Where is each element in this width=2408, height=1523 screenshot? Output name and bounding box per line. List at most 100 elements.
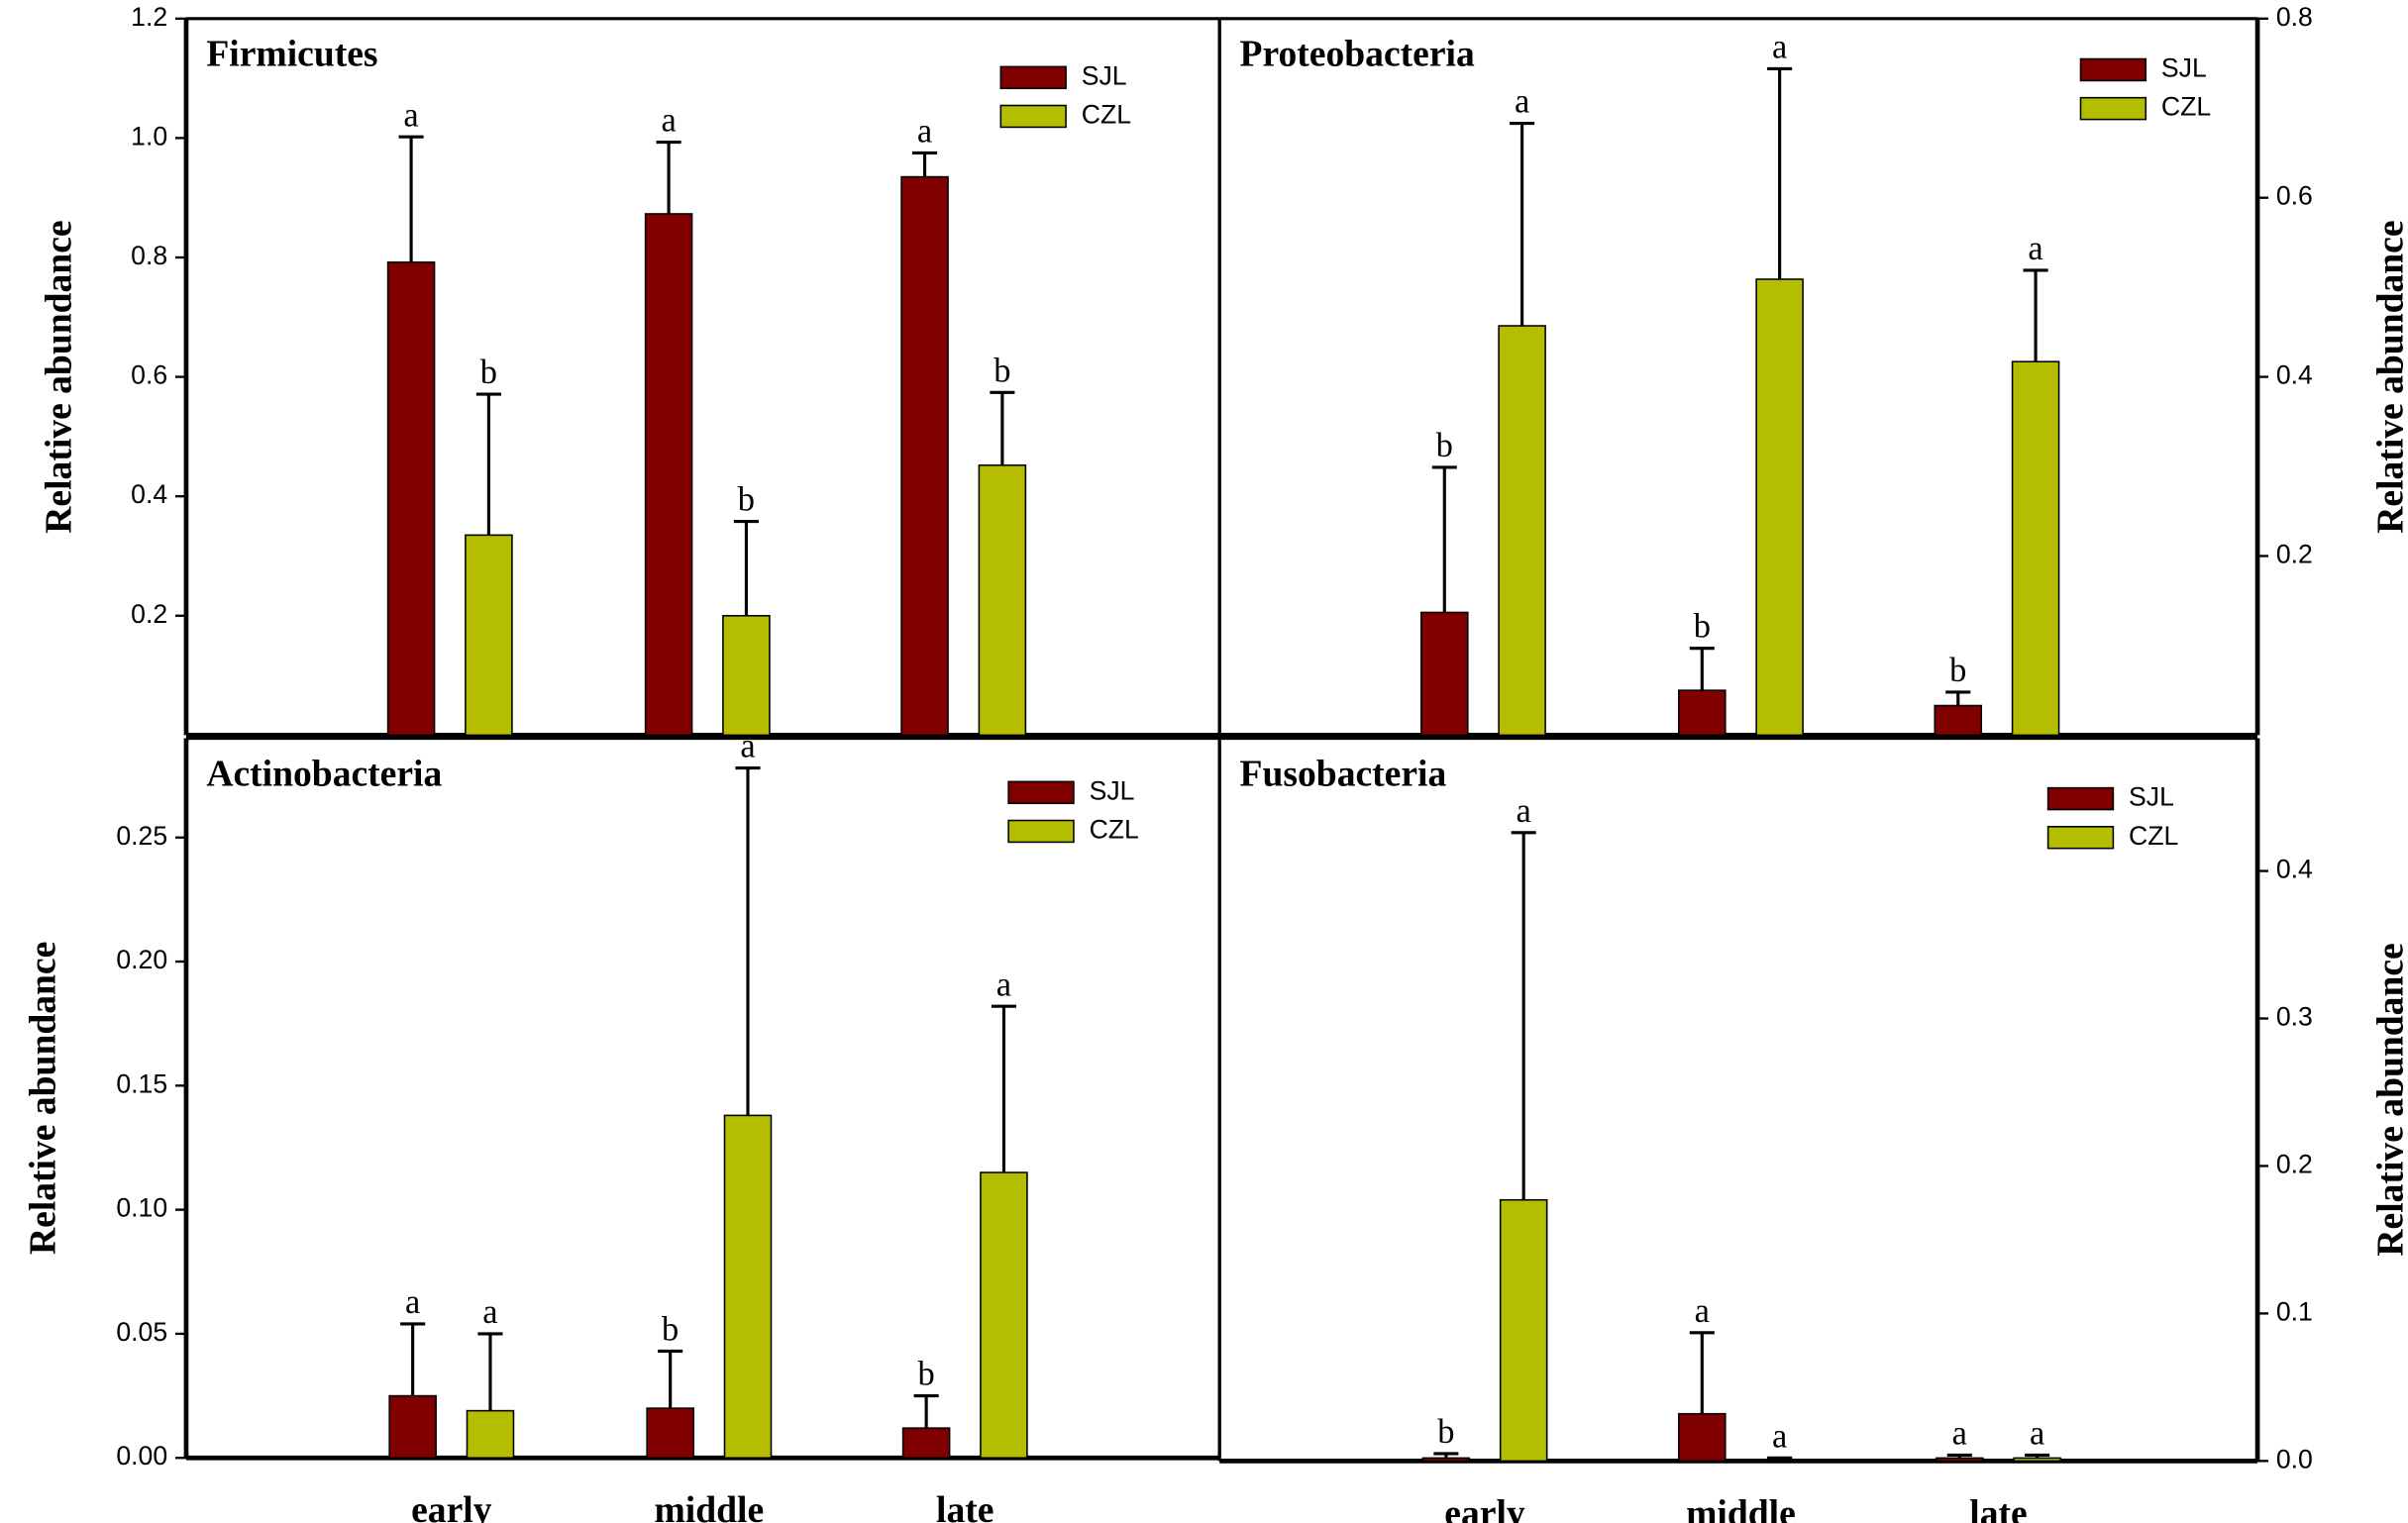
error-bar <box>398 135 424 262</box>
error-bar <box>1689 647 1715 691</box>
y-tick-label: 0.0 <box>2276 1444 2313 1473</box>
significance-label: a <box>1515 83 1529 121</box>
legend-swatch <box>1007 819 1075 844</box>
significance-label: a <box>482 1293 497 1331</box>
bar <box>1755 1459 1804 1463</box>
y-tick-label: 0.4 <box>2276 360 2313 390</box>
significance-label: b <box>994 352 1010 389</box>
bar <box>1420 611 1469 737</box>
error-bar <box>2025 1453 2050 1459</box>
bar <box>723 1114 773 1460</box>
significance-label: b <box>738 481 755 519</box>
significance-label: b <box>1436 427 1453 464</box>
significance-label: b <box>1949 652 1966 689</box>
error-bar <box>1946 1453 1972 1459</box>
y-tick-label: 1.0 <box>131 121 167 151</box>
significance-label: a <box>1772 1417 1787 1455</box>
bar <box>386 261 436 737</box>
significance-label: a <box>2028 230 2042 267</box>
bar <box>388 1394 437 1460</box>
legend-swatch <box>1007 780 1075 805</box>
y-tick-label: 0.4 <box>2276 855 2313 884</box>
bar <box>2013 1457 2061 1463</box>
y-tick-label: 0.8 <box>131 241 167 270</box>
y-tick-label: 0.00 <box>116 1441 167 1471</box>
error-bar <box>1510 122 1535 327</box>
bar <box>644 213 693 737</box>
bar <box>465 534 513 737</box>
error-bar <box>1431 465 1457 613</box>
error-bar <box>1433 1452 1459 1459</box>
y-tick-label: 0.8 <box>2276 2 2313 32</box>
significance-label: a <box>2030 1415 2044 1453</box>
y-tick-label: 0.4 <box>131 479 167 509</box>
error-bar <box>1767 1456 1793 1460</box>
bar <box>1934 704 1983 737</box>
bar <box>722 614 771 737</box>
bar <box>901 1427 951 1460</box>
panel-title: Fusobacteria <box>1240 754 1447 794</box>
significance-label: b <box>1694 608 1711 646</box>
y-tick-label: 0.6 <box>131 360 167 390</box>
bar <box>1498 325 1546 737</box>
significance-label: a <box>1695 1292 1710 1330</box>
y-tick-label: 0.3 <box>2276 1002 2313 1032</box>
significance-label: a <box>1517 792 1531 830</box>
error-bar <box>477 1332 503 1411</box>
error-bar <box>656 141 681 214</box>
significance-label: a <box>403 96 418 134</box>
legend-swatch <box>999 65 1067 90</box>
significance-label: a <box>996 965 1011 1003</box>
bar <box>978 464 1027 737</box>
bar <box>980 1171 1028 1460</box>
y-tick-label: 0.2 <box>131 599 167 629</box>
significance-label: a <box>740 728 755 765</box>
legend-label: CZL <box>1082 99 1131 129</box>
legend-label: SJL <box>1090 775 1135 805</box>
y-tick-label: 0.20 <box>116 945 167 974</box>
y-tick-label: 0.2 <box>2276 540 2313 569</box>
y-axis-label: Relative abundance <box>2371 943 2408 1256</box>
legend-label: CZL <box>2161 92 2211 122</box>
significance-label: a <box>1772 29 1787 66</box>
y-axis-label: Relative abundance <box>24 942 64 1255</box>
legend-swatch <box>2079 96 2147 121</box>
x-tick-label: late <box>936 1490 994 1523</box>
bar <box>900 175 949 737</box>
panel-title: Firmicutes <box>206 35 377 75</box>
significance-label: b <box>918 1356 935 1393</box>
significance-label: b <box>1437 1413 1454 1451</box>
x-tick-label: middle <box>654 1490 764 1523</box>
significance-label: b <box>480 354 497 391</box>
bar <box>646 1407 694 1460</box>
significance-label: a <box>1952 1415 1967 1453</box>
legend-label: SJL <box>2129 782 2174 812</box>
significance-label: a <box>917 113 932 151</box>
y-axis-label: Relative abundance <box>2371 220 2408 533</box>
error-bar <box>658 1349 683 1409</box>
y-axis-label: Relative abundance <box>39 220 79 533</box>
legend-swatch <box>2046 786 2115 811</box>
error-bar <box>1767 66 1793 279</box>
error-bar <box>2023 268 2048 362</box>
panel-title: Actinobacteria <box>206 754 442 794</box>
error-bar <box>990 390 1015 465</box>
panel-title: Proteobacteria <box>1240 35 1475 75</box>
legend-label: SJL <box>1082 60 1127 90</box>
significance-label: a <box>405 1283 420 1321</box>
error-bar <box>991 1004 1016 1173</box>
y-tick-label: 0.6 <box>2276 181 2313 211</box>
legend-label: CZL <box>2129 821 2178 851</box>
y-tick-label: 0.25 <box>116 821 167 851</box>
y-tick-label: 0.1 <box>2276 1296 2313 1326</box>
x-tick-label: late <box>1969 1493 2027 1523</box>
error-bar <box>1511 831 1536 1200</box>
error-bar <box>400 1322 426 1396</box>
error-bar <box>1689 1331 1715 1414</box>
x-tick-label: middle <box>1686 1493 1796 1523</box>
y-tick-label: 0.05 <box>116 1317 167 1347</box>
legend-swatch <box>2079 57 2147 82</box>
bar <box>1499 1198 1548 1463</box>
bar <box>1421 1457 1471 1463</box>
